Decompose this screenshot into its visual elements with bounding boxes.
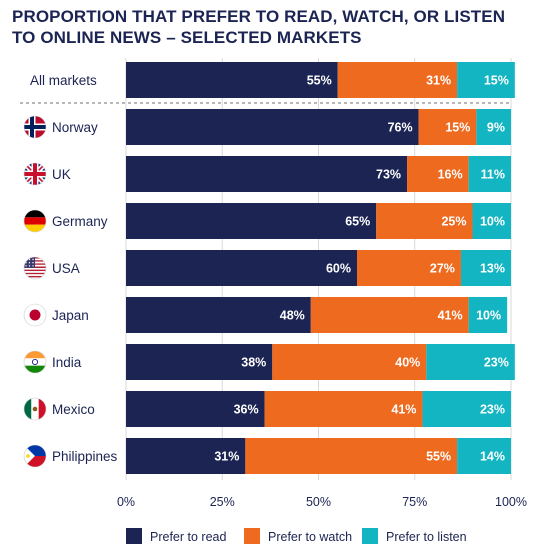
bar-listen	[468, 297, 508, 333]
x-tick-label: 75%	[402, 495, 427, 509]
bar-read	[126, 344, 273, 380]
x-axis-ticks: 0% 25% 50% 75% 100%	[117, 495, 527, 509]
chart-rows: All markets 55% 31% 15% Norway 76% 15% 9% UK 73% 1…	[20, 62, 515, 474]
x-tick-label: 0%	[117, 495, 135, 509]
data-label-listen: 10%	[480, 215, 505, 229]
bar-listen	[426, 344, 515, 380]
mexico-flag-icon	[23, 397, 47, 421]
usa-flag-icon	[23, 256, 47, 280]
data-label-listen: 14%	[480, 450, 505, 464]
bar-listen	[422, 391, 511, 427]
data-label-read: 65%	[345, 215, 370, 229]
row-usa: USA 60% 27% 13%	[23, 250, 511, 286]
bar-read	[126, 391, 265, 427]
data-label-read: 36%	[234, 403, 259, 417]
data-label-watch: 41%	[438, 309, 463, 323]
bar-read	[126, 297, 311, 333]
x-tick-label: 100%	[495, 495, 527, 509]
legend-swatch	[362, 528, 378, 544]
bar-listen	[460, 250, 511, 286]
legend-item-watch: Prefer to watch	[244, 528, 352, 544]
data-label-listen: 9%	[487, 121, 505, 135]
legend: Prefer to read Prefer to watch Prefer to l…	[126, 528, 467, 544]
category-label: Germany	[52, 214, 108, 229]
data-label-listen: 23%	[480, 403, 505, 417]
data-label-read: 38%	[241, 356, 266, 370]
bar-watch	[337, 62, 458, 98]
row-all-markets: All markets 55% 31% 15%	[30, 62, 515, 98]
legend-item-read: Prefer to read	[126, 528, 226, 544]
bar-read	[126, 203, 377, 239]
category-label: Philippines	[52, 449, 118, 464]
data-label-listen: 13%	[480, 262, 505, 276]
row-mexico: Mexico 36% 41% 23%	[23, 391, 511, 427]
category-label: All markets	[30, 73, 97, 88]
row-philippines: Philippines 31% 55% 14%	[23, 438, 511, 474]
india-flag-icon	[23, 350, 47, 374]
bar-listen	[472, 203, 511, 239]
category-label: Norway	[52, 120, 98, 135]
category-label: Mexico	[52, 402, 95, 417]
data-label-read: 60%	[326, 262, 351, 276]
data-label-watch: 40%	[395, 356, 420, 370]
bar-watch	[264, 391, 423, 427]
data-label-watch: 27%	[430, 262, 455, 276]
data-label-watch: 41%	[391, 403, 416, 417]
category-label: USA	[52, 261, 80, 276]
row-india: India 38% 40% 23%	[23, 344, 515, 380]
x-tick-label: 50%	[306, 495, 331, 509]
bar-listen	[457, 438, 511, 474]
bar-read	[126, 250, 357, 286]
germany-flag-icon	[23, 209, 47, 233]
chart-title: PROPORTION THAT PREFER TO READ, WATCH, O…	[12, 7, 506, 47]
philippines-flag-icon	[23, 444, 47, 468]
bar-watch	[357, 250, 461, 286]
data-label-watch: 15%	[445, 121, 470, 135]
data-label-read: 76%	[388, 121, 413, 135]
data-label-watch: 31%	[426, 74, 451, 88]
data-label-watch: 25%	[441, 215, 466, 229]
row-uk: UK 73% 16% 11%	[23, 156, 511, 192]
legend-label: Prefer to read	[150, 530, 226, 544]
data-label-read: 55%	[307, 74, 332, 88]
row-germany: Germany 65% 25% 10%	[23, 203, 511, 239]
bar-read	[126, 156, 408, 192]
legend-swatch	[244, 528, 260, 544]
category-label: UK	[52, 167, 71, 182]
bar-watch	[310, 297, 469, 333]
bar-watch	[376, 203, 473, 239]
legend-swatch	[126, 528, 142, 544]
data-label-listen: 23%	[484, 356, 509, 370]
data-label-listen: 11%	[481, 168, 505, 182]
bar-read	[126, 438, 246, 474]
bar-watch	[272, 344, 427, 380]
data-label-watch: 55%	[426, 450, 451, 464]
bar-read	[126, 62, 338, 98]
data-label-listen: 10%	[476, 309, 501, 323]
bar-listen	[468, 156, 511, 192]
data-label-listen: 15%	[484, 74, 509, 88]
bar-read	[126, 109, 419, 145]
bar-watch	[407, 156, 469, 192]
bar-watch	[245, 438, 458, 474]
legend-label: Prefer to watch	[268, 530, 352, 544]
data-label-read: 73%	[376, 168, 401, 182]
data-label-read: 31%	[214, 450, 239, 464]
row-japan: Japan 48% 41% 10%	[23, 297, 508, 333]
japan-flag-icon	[23, 303, 47, 327]
data-label-read: 48%	[280, 309, 305, 323]
legend-item-listen: Prefer to listen	[362, 528, 467, 544]
bar-listen	[457, 62, 515, 98]
bar-listen	[476, 109, 511, 145]
data-label-watch: 16%	[438, 168, 463, 182]
uk-flag-icon	[23, 162, 47, 186]
category-label: Japan	[52, 308, 89, 323]
row-norway: Norway 76% 15% 9%	[23, 109, 511, 145]
category-label: India	[52, 355, 82, 370]
norway-flag-icon	[23, 115, 47, 139]
bar-watch	[418, 109, 477, 145]
x-tick-label: 25%	[210, 495, 235, 509]
legend-label: Prefer to listen	[386, 530, 467, 544]
